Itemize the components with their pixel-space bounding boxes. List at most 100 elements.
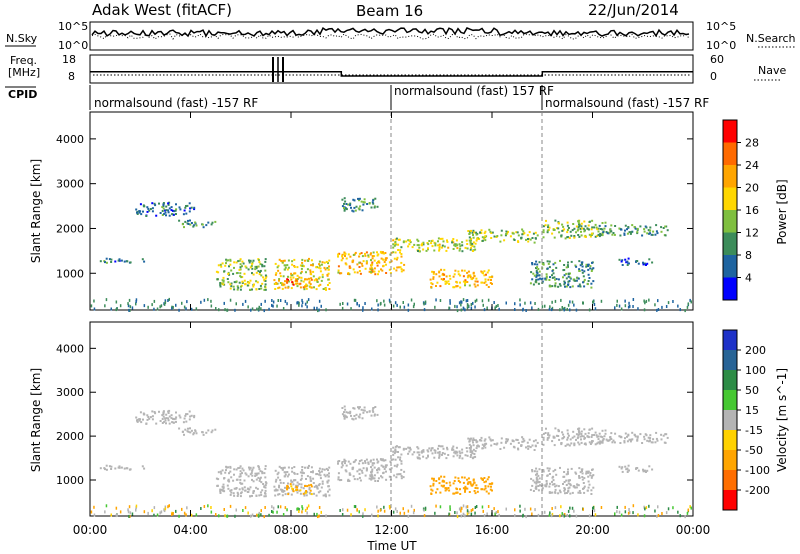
velocity-cell <box>583 491 586 494</box>
power-cell <box>280 260 283 262</box>
velocity-cell <box>578 433 581 436</box>
velocity-cell <box>484 487 487 490</box>
power-cell <box>377 253 380 256</box>
power-cell <box>577 222 580 225</box>
power-cell <box>614 306 616 310</box>
velocity-cell <box>582 507 584 511</box>
velocity-cell <box>557 492 560 495</box>
velocity-cell <box>431 477 434 480</box>
power-cell <box>488 276 491 279</box>
power-cell <box>392 251 395 254</box>
velocity-cell <box>184 428 187 431</box>
velocity-cell <box>224 514 226 518</box>
power-cell <box>606 232 609 235</box>
velocity-cell <box>389 460 392 463</box>
power-cell <box>318 308 320 312</box>
velocity-cell <box>275 478 278 481</box>
power-cell <box>384 252 387 254</box>
velocity-cell <box>471 450 474 453</box>
velocity-cell <box>627 464 630 467</box>
power-cell <box>275 282 278 285</box>
power-cell <box>388 298 391 302</box>
power-cell <box>251 288 253 291</box>
power-cell <box>643 299 645 303</box>
power-cell <box>590 234 593 236</box>
power-cell <box>380 268 382 271</box>
power-cell <box>581 269 584 272</box>
power-cell <box>224 308 226 312</box>
power-cell <box>588 233 591 236</box>
power-cell <box>563 228 566 231</box>
power-cell <box>532 272 535 275</box>
power-cell <box>439 237 442 240</box>
velocity-cell <box>423 514 426 518</box>
velocity-cell <box>376 469 378 471</box>
power-cell <box>287 259 290 262</box>
colorbar-tick-label: -200 <box>745 484 770 497</box>
velocity-cell <box>551 483 554 486</box>
velocity-cell <box>679 514 681 518</box>
velocity-cell <box>470 437 472 440</box>
power-cell <box>146 206 149 209</box>
velocity-cell <box>241 487 244 490</box>
velocity-cell <box>427 454 429 457</box>
power-cell <box>201 223 204 226</box>
velocity-cell <box>561 512 563 516</box>
velocity-cell <box>459 493 462 495</box>
power-cell <box>381 252 384 255</box>
velocity-cell <box>575 472 578 475</box>
velocity-cell <box>298 510 300 513</box>
velocity-cell <box>566 429 569 432</box>
velocity-cell <box>374 480 377 482</box>
velocity-cell <box>417 451 420 454</box>
velocity-cell <box>646 439 649 442</box>
velocity-cell <box>301 471 304 474</box>
power-cell <box>394 301 397 305</box>
power-cell <box>535 279 538 282</box>
power-cell <box>155 214 158 217</box>
velocity-cell <box>575 486 578 489</box>
power-cell <box>417 250 419 252</box>
power-cell <box>238 281 241 284</box>
velocity-cell <box>448 489 451 492</box>
power-cell <box>573 227 576 230</box>
power-cell <box>153 307 155 311</box>
velocity-cell <box>524 507 526 511</box>
power-cell <box>468 239 471 242</box>
power-cell <box>301 261 304 264</box>
power-cell <box>614 225 617 227</box>
velocity-cell <box>379 458 382 461</box>
power-cell <box>328 288 331 290</box>
velocity-cell <box>664 433 667 436</box>
velocity-cell <box>624 465 627 468</box>
velocity-cell <box>305 478 307 480</box>
power-cell <box>293 266 296 268</box>
power-cell <box>590 286 593 289</box>
power-cell <box>321 261 324 264</box>
power-cell <box>367 255 370 258</box>
power-cell <box>388 261 391 264</box>
velocity-cell <box>319 474 322 477</box>
power-cell <box>394 242 397 245</box>
x-tick-label: 00:00 <box>73 523 108 537</box>
power-cell <box>588 277 591 279</box>
velocity-cell <box>316 485 318 488</box>
power-cell <box>384 259 387 261</box>
power-cell <box>590 282 593 285</box>
velocity-cell <box>286 471 289 473</box>
velocity-cell <box>412 511 415 515</box>
velocity-cell <box>551 507 553 510</box>
velocity-cell <box>233 487 236 490</box>
power-cell <box>573 279 576 282</box>
velocity-cell <box>666 436 669 439</box>
power-cell <box>689 298 691 302</box>
power-cell <box>262 276 265 279</box>
power-cell <box>550 308 553 312</box>
power-cell <box>571 229 574 232</box>
velocity-cell <box>274 480 277 483</box>
velocity-cell <box>292 490 295 493</box>
power-cell <box>185 307 187 311</box>
velocity-cell <box>175 509 177 513</box>
velocity-cell <box>162 415 165 418</box>
velocity-cell <box>219 470 222 473</box>
